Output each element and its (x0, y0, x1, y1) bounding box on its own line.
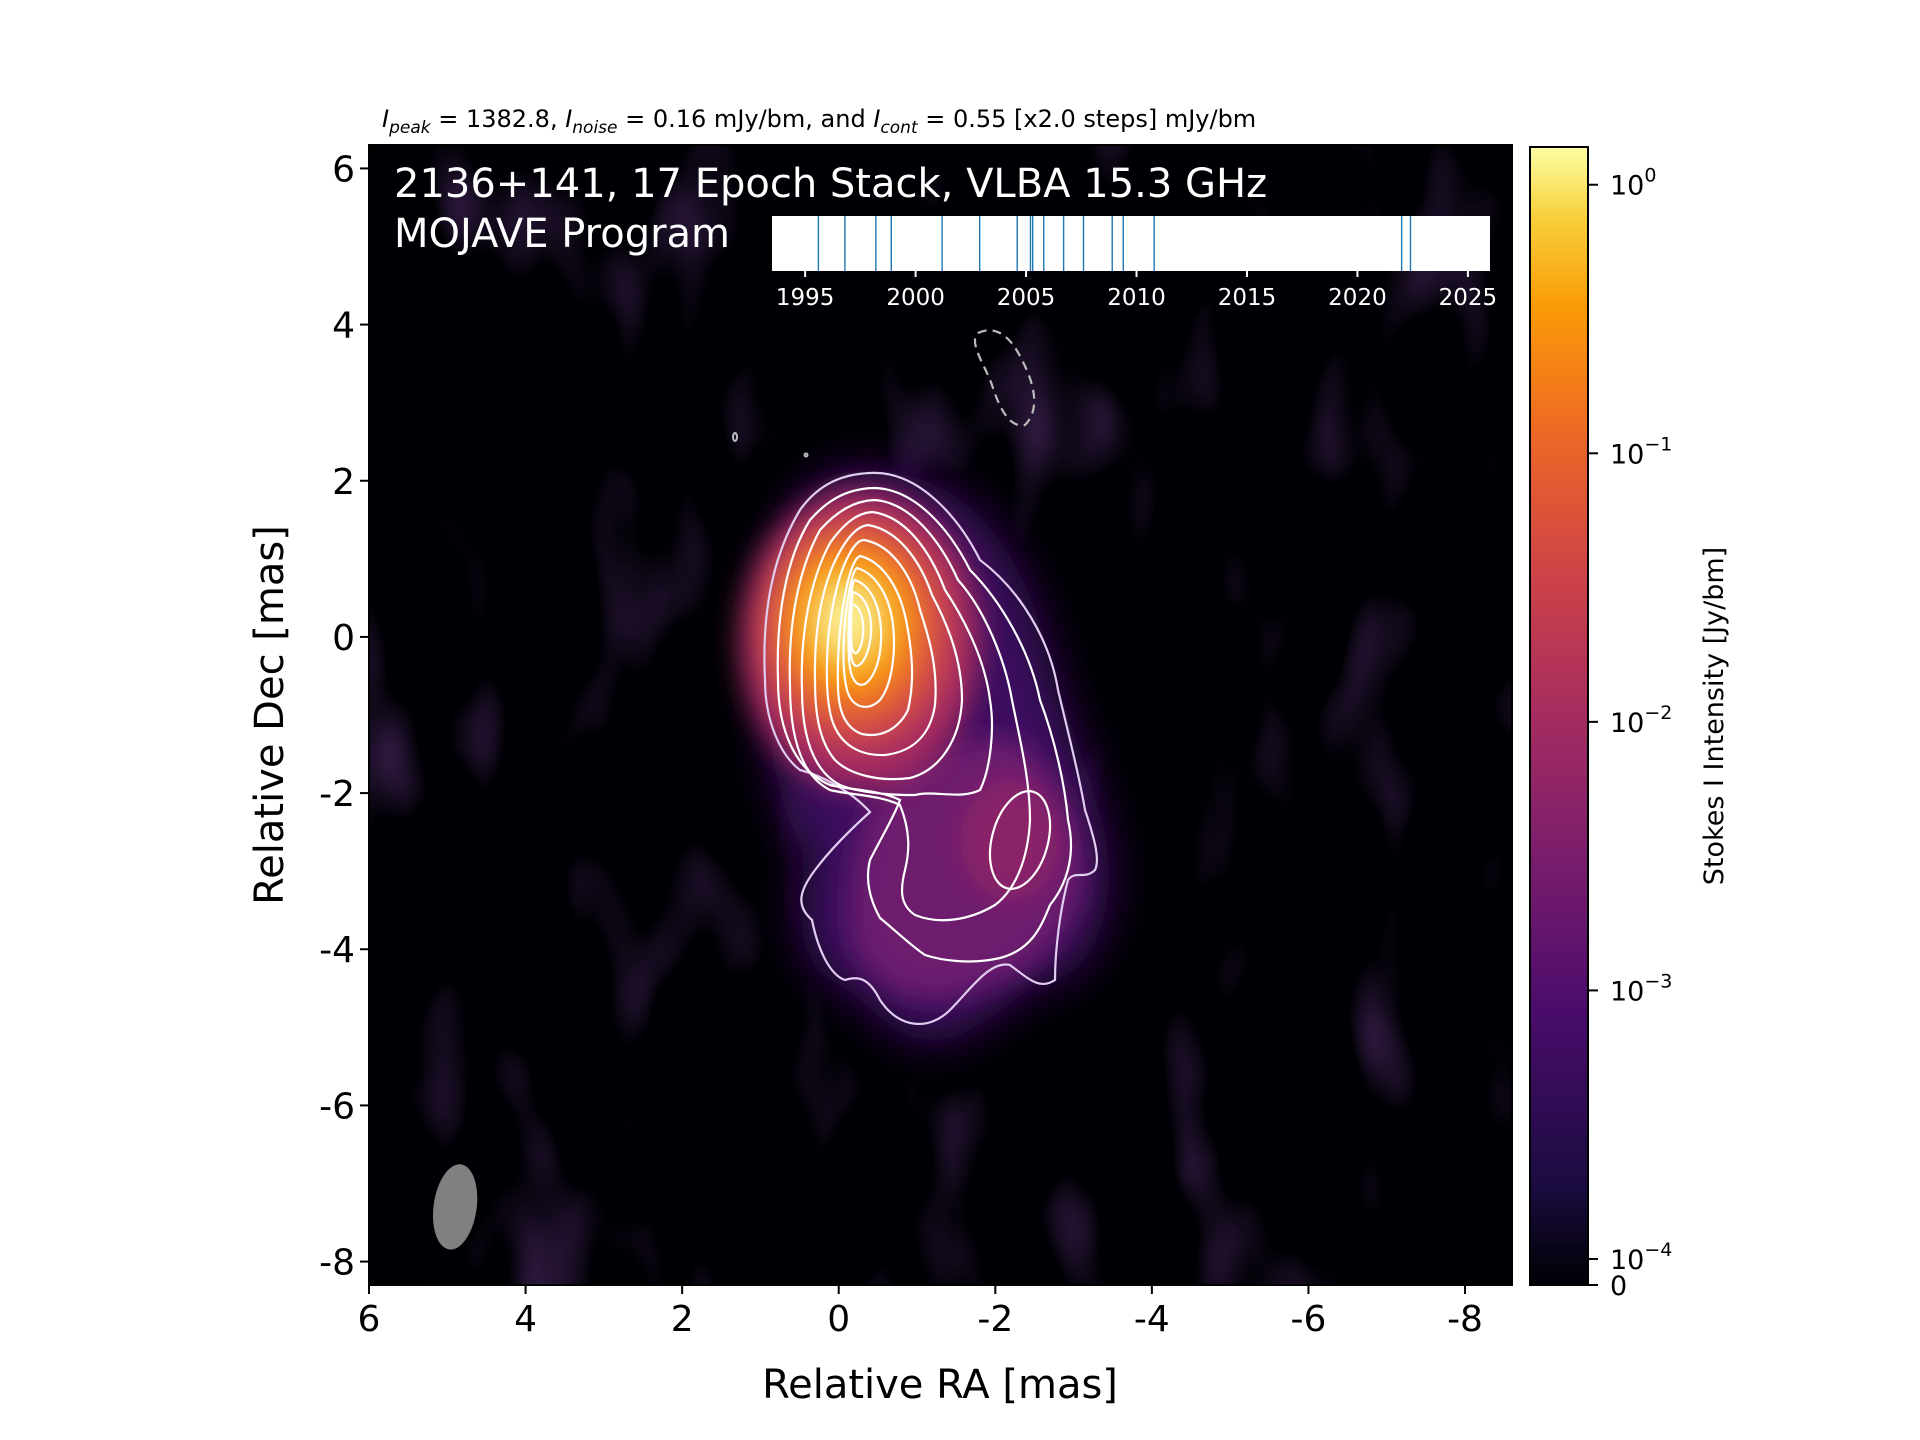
chart-subtitle: MOJAVE Program (394, 211, 730, 257)
x-tick-label-6: -6 (1290, 1299, 1326, 1340)
y-tick-label-2: 2 (332, 462, 355, 503)
y-tick-label-1: 4 (332, 306, 355, 347)
contour-level-2 (776, 486, 1073, 963)
peak-value: = 1382.8, (431, 105, 566, 133)
colorbar-label: Stokes I Intensity [Jy/bm] (1699, 547, 1730, 885)
negative-contour (973, 329, 1036, 427)
epoch-tick-label-5: 2020 (1328, 285, 1387, 311)
colorbar: 100 10−1 10−2 10−3 10−40 Stokes I Intensity … (1529, 146, 1730, 1302)
y-tick-label-4: -2 (319, 774, 355, 815)
colorbar-frame (1529, 146, 1589, 1286)
contour-speck-1 (732, 432, 738, 442)
x-tick-label-3: 0 (827, 1299, 850, 1340)
contour-level-6 (825, 538, 937, 757)
y-tick-label-3: 0 (332, 618, 355, 659)
noise-symbol: I (565, 105, 572, 133)
epoch-tick-label-3: 2010 (1107, 285, 1166, 311)
x-tick-label-0: 6 (358, 1299, 381, 1340)
colorbar-tick-label-0: 100 (1610, 165, 1656, 202)
epoch-tick-label-2: 2005 (997, 285, 1056, 311)
epoch-tick-label-1: 2000 (886, 285, 945, 311)
colorbar-tick-label-4: 10−4 (1610, 1239, 1672, 1276)
peak-subscript: peak (388, 118, 432, 138)
contour-level-4 (800, 510, 994, 797)
cont-subscript: cont (880, 118, 919, 138)
contour-level-5 (813, 523, 964, 781)
contour-level-8 (842, 566, 896, 708)
epoch-timeline: 1995 2000 2005 2010 2015 2020 2025 (772, 216, 1497, 311)
x-tick-label-7: -8 (1447, 1299, 1483, 1340)
colorbar-ticks: 100 10−1 10−2 10−3 10−40 (1588, 165, 1672, 1302)
x-tick-label-1: 4 (514, 1299, 537, 1340)
beam-ellipse (432, 1164, 478, 1250)
epoch-ticks: 1995 2000 2005 2010 2015 2020 2025 (776, 271, 1497, 311)
cont-symbol: I (873, 105, 880, 133)
colorbar-tick-label-2: 10−2 (1610, 702, 1672, 739)
colorbar-tick-label-3: 10−3 (1610, 970, 1672, 1007)
contour-jet-knot (988, 790, 1052, 890)
x-tick-label-2: 2 (671, 1299, 694, 1340)
y-axis-ticks: 6 4 2 0 -2 -4 -6 -8 (319, 149, 369, 1284)
x-axis-label: Relative RA [mas] (762, 1362, 1118, 1408)
epoch-tick-label-6: 2025 (1439, 285, 1498, 311)
contour-level-3 (788, 498, 1032, 922)
y-tick-label-7: -8 (319, 1243, 355, 1284)
plot-area (369, 145, 1512, 1285)
y-tick-label-6: -6 (319, 1086, 355, 1127)
plot-frame (368, 144, 1513, 1286)
colorbar-tick-label-1: 10−1 (1610, 433, 1672, 470)
noise-value: = 0.16 mJy/bm, and (618, 105, 874, 133)
colorbar-tick-label-5: 0 (1610, 1271, 1627, 1302)
beam-shape (432, 1164, 478, 1250)
epoch-tick-label-0: 1995 (776, 285, 835, 311)
contour-speck-2 (803, 452, 809, 458)
y-axis-label: Relative Dec [mas] (247, 525, 293, 905)
epoch-timeline-box (772, 216, 1490, 271)
x-tick-label-5: -4 (1134, 1299, 1170, 1340)
core-emission (740, 490, 980, 790)
x-tick-label-4: -2 (977, 1299, 1013, 1340)
x-axis-ticks: 6 4 2 0 -2 -4 -6 -8 (358, 1285, 1483, 1340)
chart-header: Ipeak = 1382.8, Inoise = 0.16 mJy/bm, an… (382, 105, 1256, 138)
contour-level-11 (849, 602, 865, 655)
contour-level-7 (836, 554, 914, 737)
noise-subscript: noise (572, 118, 617, 138)
contour-level-9 (847, 578, 883, 686)
colorbar-gradient (1530, 147, 1588, 1285)
y-tick-label-0: 6 (332, 149, 355, 190)
epoch-lines (817, 216, 1412, 271)
peak-symbol: I (382, 105, 389, 133)
chart-title: 2136+141, 17 Epoch Stack, VLBA 15.3 GHz (394, 161, 1267, 207)
epoch-tick-label-4: 2015 (1218, 285, 1277, 311)
y-tick-label-5: -4 (319, 930, 355, 971)
contours (732, 329, 1099, 1025)
jet-emission (850, 736, 1084, 1000)
contour-level-1 (763, 471, 1099, 1025)
cont-value: = 0.55 [x2.0 steps] mJy/bm (918, 105, 1257, 133)
